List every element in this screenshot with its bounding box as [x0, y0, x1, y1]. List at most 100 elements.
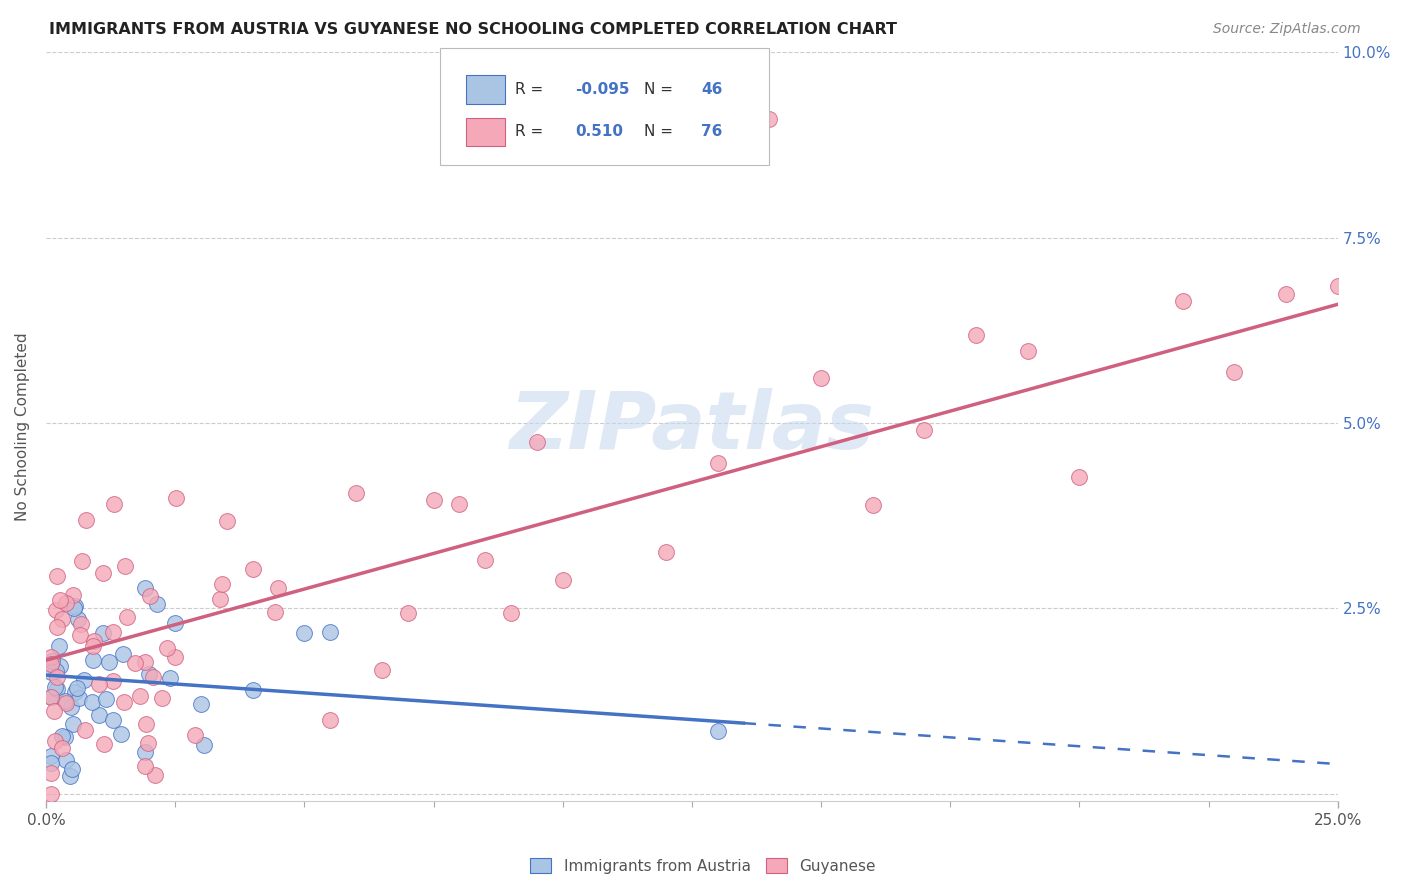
Point	[193, 738, 215, 752]
Point	[103, 713, 125, 727]
Point	[51, 729, 73, 743]
Point	[422, 493, 444, 508]
Point	[46, 670, 69, 684]
Point	[62, 588, 84, 602]
Point	[1326, 278, 1348, 293]
Point	[706, 456, 728, 470]
Point	[63, 599, 86, 613]
Point	[91, 566, 114, 581]
Text: IMMIGRANTS FROM AUSTRIA VS GUYANESE NO SCHOOLING COMPLETED CORRELATION CHART: IMMIGRANTS FROM AUSTRIA VS GUYANESE NO S…	[49, 22, 897, 37]
Point	[264, 605, 287, 619]
Point	[93, 737, 115, 751]
Text: N =: N =	[644, 124, 673, 139]
Point	[48, 639, 70, 653]
Point	[65, 681, 87, 696]
Point	[87, 708, 110, 723]
Point	[655, 545, 678, 559]
Point	[215, 514, 238, 528]
Point	[70, 554, 93, 568]
Point	[39, 690, 62, 705]
Point	[190, 697, 212, 711]
Point	[44, 704, 66, 718]
Point	[45, 664, 67, 678]
Text: -0.095: -0.095	[575, 82, 630, 97]
Point	[474, 552, 496, 566]
FancyBboxPatch shape	[440, 48, 769, 164]
Point	[39, 765, 62, 780]
Point	[55, 753, 77, 767]
Point	[51, 741, 73, 756]
Point	[134, 745, 156, 759]
Point	[93, 625, 115, 640]
Point	[135, 717, 157, 731]
Point	[129, 689, 152, 703]
Point	[110, 726, 132, 740]
Point	[62, 716, 84, 731]
Point	[87, 677, 110, 691]
Text: Source: ZipAtlas.com: Source: ZipAtlas.com	[1213, 22, 1361, 37]
Point	[810, 371, 832, 385]
Point	[63, 601, 86, 615]
Point	[39, 756, 62, 770]
Point	[101, 674, 124, 689]
Point	[139, 589, 162, 603]
Text: N =: N =	[644, 82, 673, 97]
Point	[112, 695, 135, 709]
Point	[44, 681, 66, 695]
Point	[912, 424, 935, 438]
Point	[143, 768, 166, 782]
Point	[73, 723, 96, 737]
Point	[208, 592, 231, 607]
Point	[45, 681, 67, 696]
Point	[267, 581, 290, 595]
Point	[114, 559, 136, 574]
Point	[66, 612, 89, 626]
Point	[69, 628, 91, 642]
Point	[39, 749, 62, 764]
Point	[1069, 469, 1091, 483]
Point	[112, 647, 135, 661]
Point	[55, 596, 77, 610]
Text: 46: 46	[702, 82, 723, 97]
Text: R =: R =	[515, 124, 543, 139]
Point	[526, 435, 548, 450]
Point	[75, 513, 97, 527]
Point	[49, 659, 72, 673]
Point	[73, 673, 96, 688]
Point	[39, 787, 62, 801]
Point	[115, 610, 138, 624]
Point	[1275, 286, 1298, 301]
Point	[59, 700, 82, 714]
Point	[48, 593, 70, 607]
Point	[758, 112, 780, 126]
Point	[706, 723, 728, 738]
Point	[319, 624, 342, 639]
Point	[165, 491, 187, 505]
Point	[39, 665, 62, 680]
Point	[136, 736, 159, 750]
Point	[55, 696, 77, 710]
Point	[138, 666, 160, 681]
Point	[46, 569, 69, 583]
Point	[63, 685, 86, 699]
Point	[862, 498, 884, 512]
Point	[46, 619, 69, 633]
Point	[67, 691, 90, 706]
Point	[292, 626, 315, 640]
Point	[344, 486, 367, 500]
Point	[134, 759, 156, 773]
Point	[319, 713, 342, 727]
Point	[242, 561, 264, 575]
Text: 0.510: 0.510	[575, 124, 624, 139]
Point	[499, 606, 522, 620]
Point	[97, 655, 120, 669]
Point	[134, 655, 156, 669]
Point	[82, 640, 104, 654]
Point	[165, 649, 187, 664]
Point	[183, 728, 205, 742]
Legend: Immigrants from Austria, Guyanese: Immigrants from Austria, Guyanese	[524, 852, 882, 880]
Point	[165, 616, 187, 631]
Point	[96, 692, 118, 706]
Point	[39, 690, 62, 705]
Text: R =: R =	[515, 82, 543, 97]
